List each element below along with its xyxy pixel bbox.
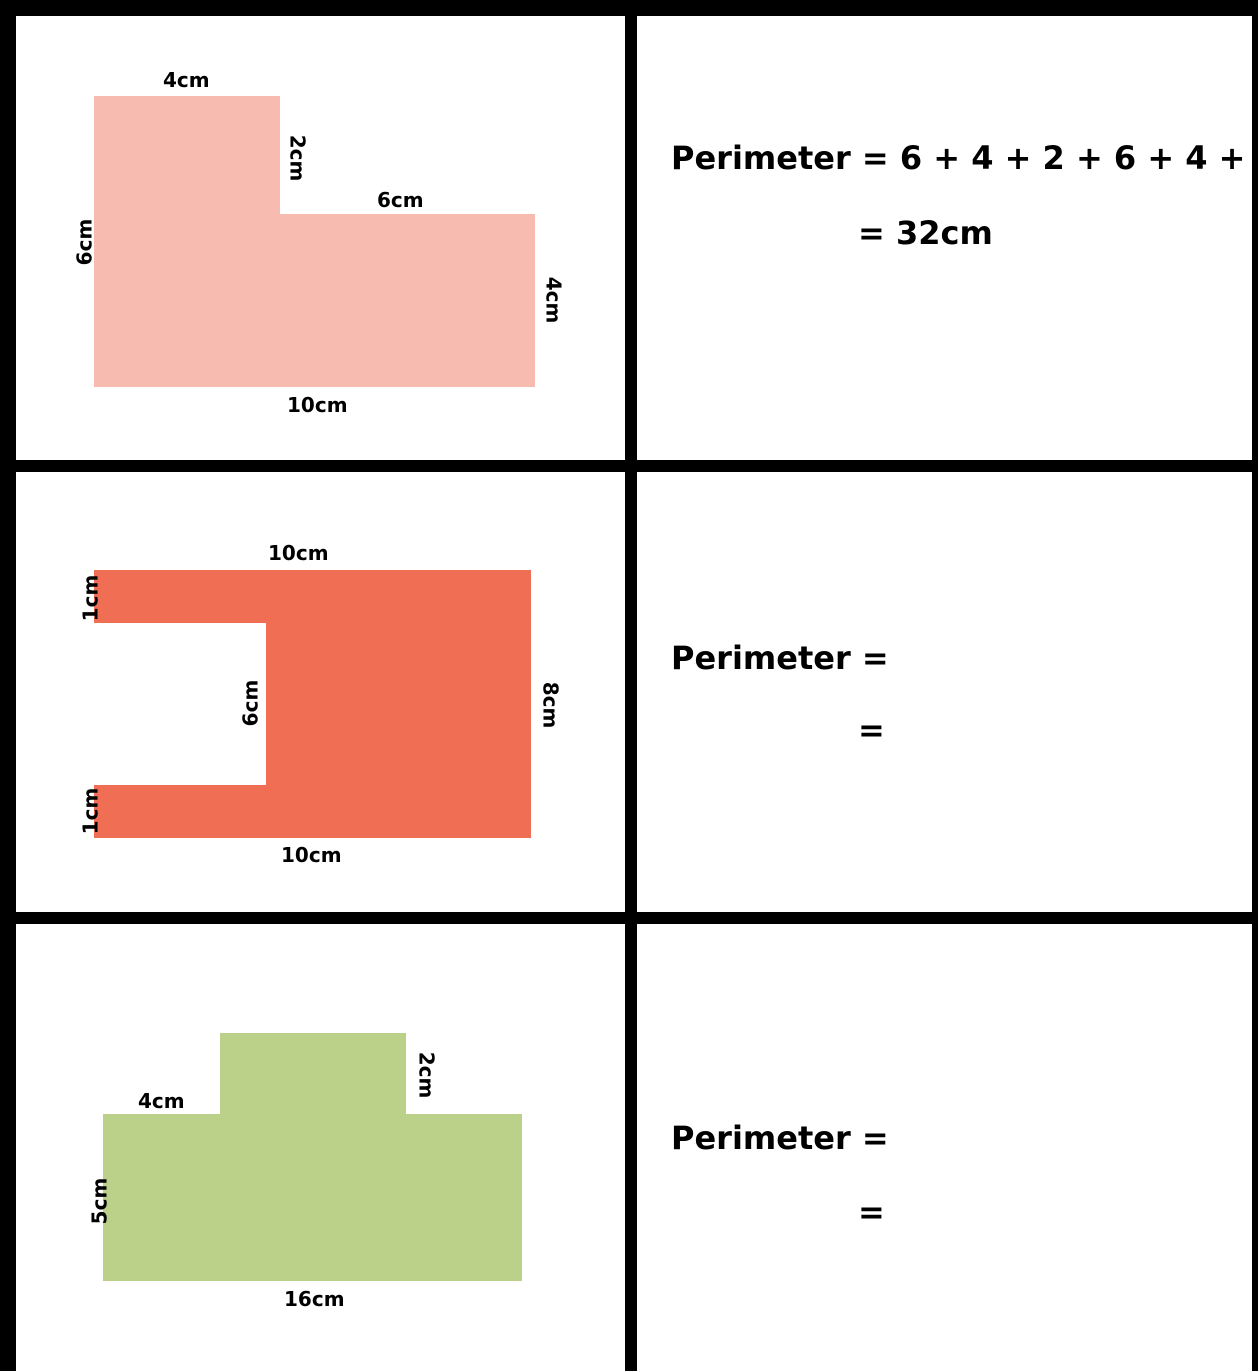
label-inner-vertical: 2cm <box>414 1051 439 1099</box>
label-bottom: 10cm <box>281 843 342 867</box>
l-shape <box>94 96 535 387</box>
perimeter-expression: Perimeter = <box>671 639 889 677</box>
perimeter-expression: Perimeter = <box>671 1119 889 1157</box>
problem-2-answer: Perimeter = = <box>637 472 1252 912</box>
perimeter-result: = <box>858 711 885 749</box>
problem-2-diagram: 10cm 1cm 6cm 8cm 1cm 10cm <box>16 472 625 912</box>
grid-divider-row2 <box>0 912 1258 924</box>
label-top: 10cm <box>268 541 329 565</box>
label-bottom: 16cm <box>284 1287 345 1311</box>
problem-1-diagram: 4cm 2cm 6cm 6cm 4cm 10cm <box>16 16 625 460</box>
label-step: 4cm <box>138 1089 185 1113</box>
grid-border-left <box>0 0 16 1371</box>
label-left-top: 1cm <box>78 574 103 622</box>
t-shape <box>103 1033 522 1281</box>
label-right: 8cm <box>538 681 563 729</box>
problem-1-shape <box>94 96 535 387</box>
problem-3-answer: Perimeter = = <box>637 924 1252 1371</box>
c-shape <box>94 570 531 838</box>
label-left: 6cm <box>72 218 97 266</box>
label-right: 4cm <box>541 276 566 324</box>
perimeter-result: = <box>858 1193 885 1231</box>
problem-1-answer: Perimeter = 6 + 4 + 2 + 6 + 4 + 10 = 32c… <box>637 16 1258 460</box>
grid-border-right <box>1252 0 1258 1371</box>
label-inner-horizontal: 6cm <box>377 188 424 212</box>
grid-divider-row1 <box>0 460 1258 472</box>
label-bottom: 10cm <box>287 393 348 417</box>
perimeter-result: = 32cm <box>858 214 993 252</box>
label-inner-vertical: 6cm <box>238 679 263 727</box>
problem-3-diagram: 4cm 2cm 5cm 16cm <box>16 924 625 1371</box>
label-inner-vertical: 2cm <box>285 134 310 182</box>
grid-divider-vertical <box>625 0 637 1371</box>
label-left-bottom: 1cm <box>78 787 103 835</box>
problem-3-shape <box>103 1033 522 1281</box>
problem-2-shape <box>94 570 531 838</box>
perimeter-expression: Perimeter = 6 + 4 + 2 + 6 + 4 + 10 <box>671 139 1258 177</box>
label-left: 5cm <box>87 1177 112 1225</box>
label-top: 4cm <box>163 68 210 92</box>
